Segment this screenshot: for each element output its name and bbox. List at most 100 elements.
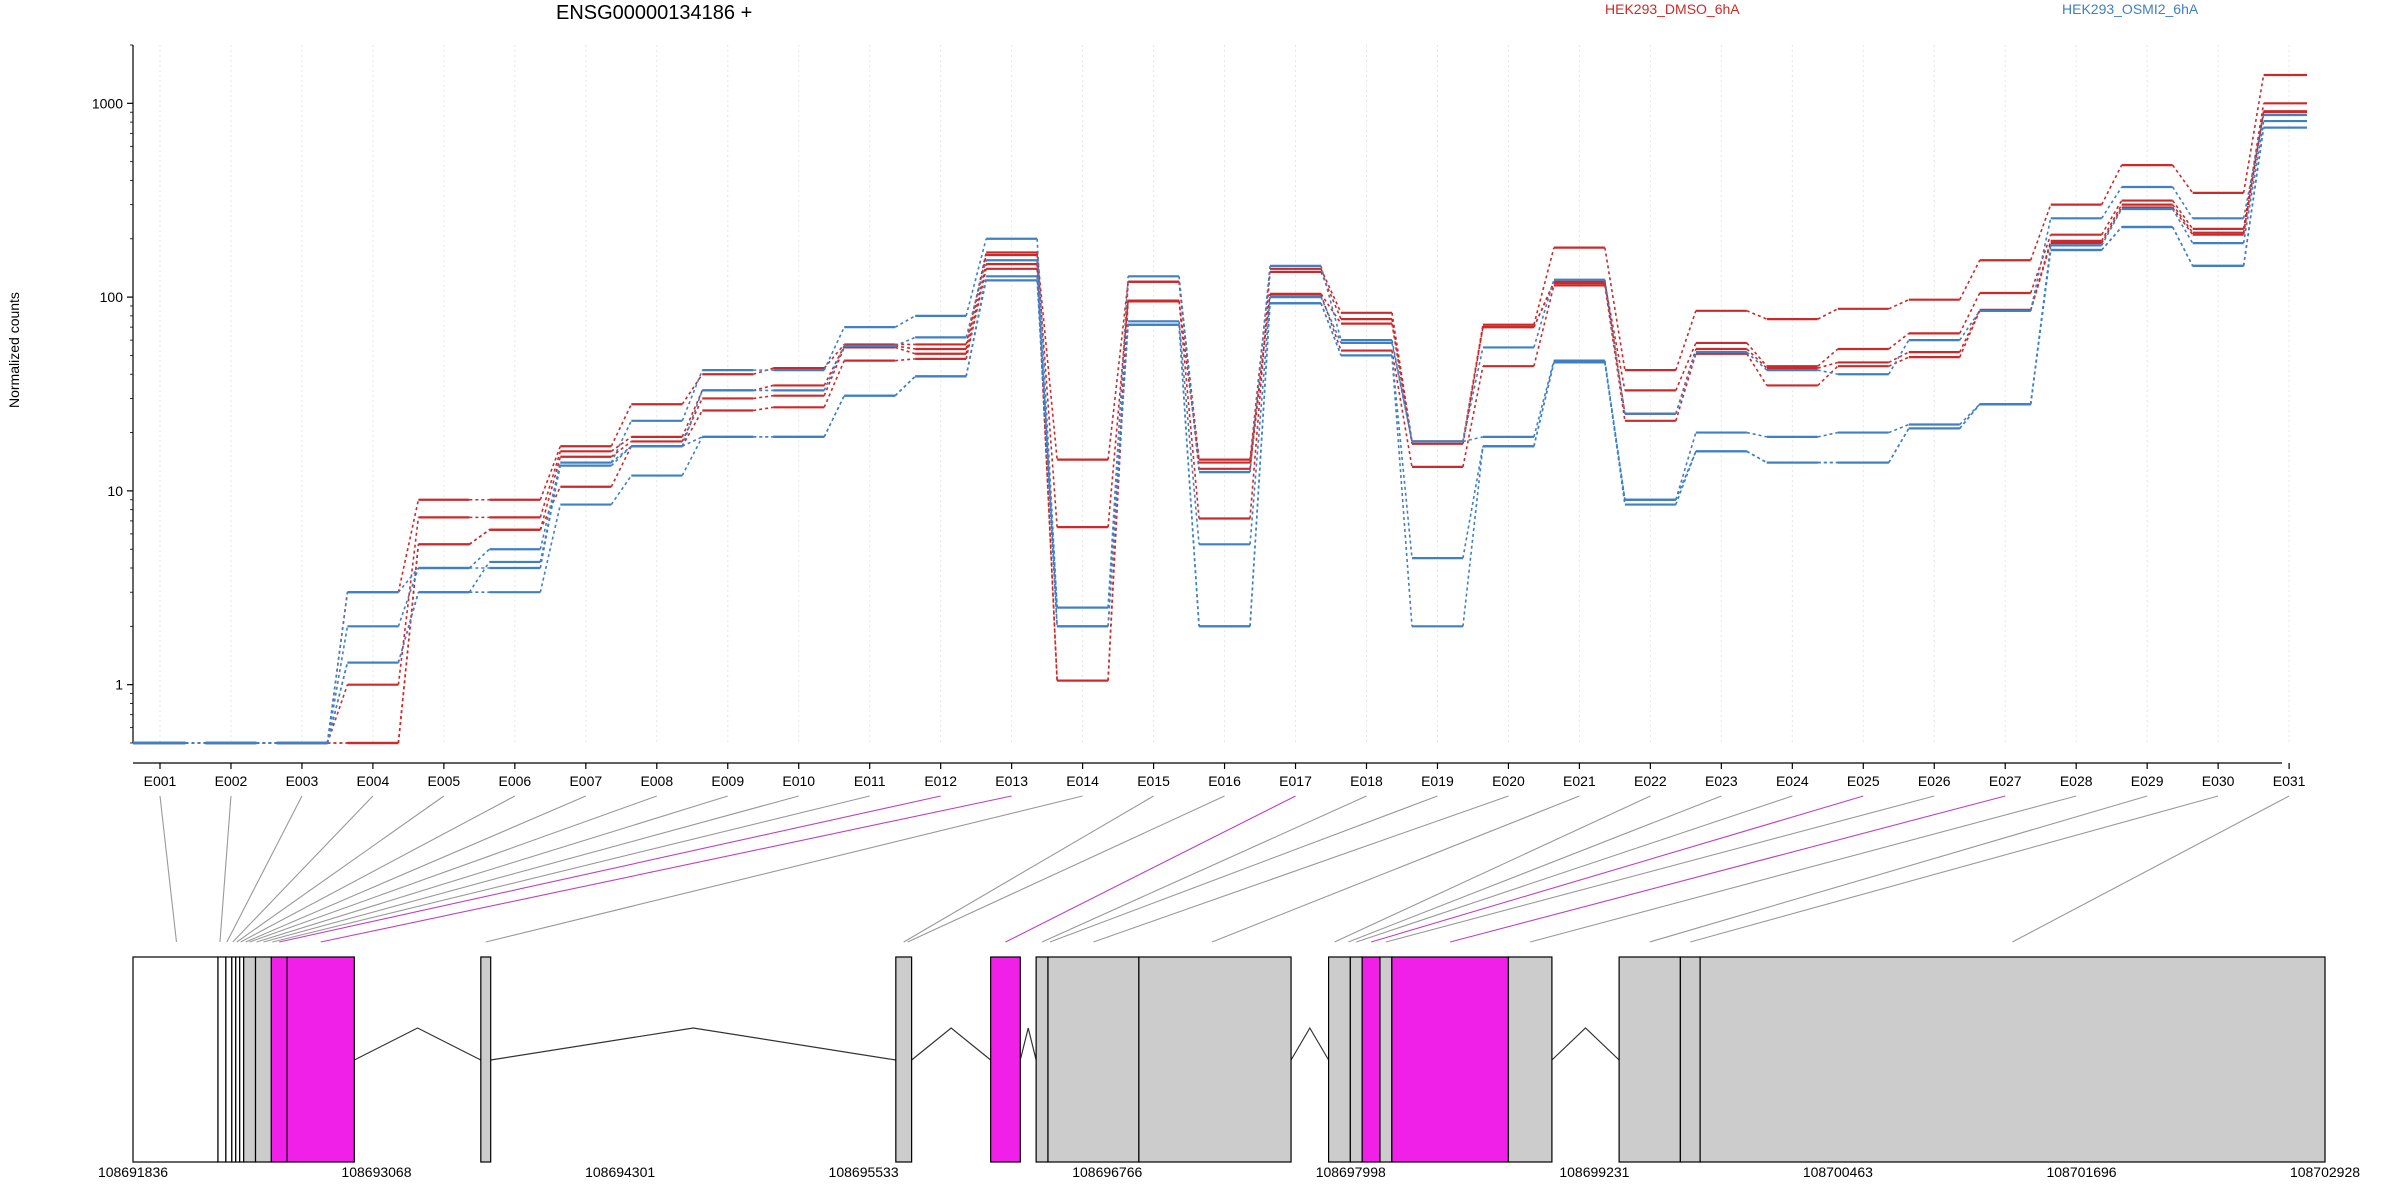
x-tick-label: E004 [357, 773, 390, 789]
connector-E023 [1348, 795, 1722, 943]
transition-segment [397, 544, 420, 744]
transition-segment [1249, 268, 1271, 460]
transition-segment [326, 592, 349, 744]
transition-segment [1533, 281, 1555, 328]
transition-segment [1959, 310, 1981, 358]
transition-segment [1036, 276, 1058, 608]
transition-segment [2171, 226, 2194, 267]
transition-segment [2171, 186, 2194, 219]
transition-segment [2242, 120, 2265, 244]
series-HEK293_DMSO_6hA-3 [133, 111, 2307, 745]
transition-segment [1604, 279, 1626, 414]
transition-segment [2101, 226, 2123, 251]
exon-box [1699, 956, 2326, 1163]
transition-segment [326, 684, 349, 744]
exon-box [1138, 956, 1292, 1163]
transition-segment [1320, 294, 1342, 351]
transition-segment [1817, 369, 1838, 376]
transition-segment [753, 394, 774, 400]
transition-segment [1888, 351, 1910, 364]
transition-segment [1888, 428, 1910, 463]
connector-E007 [245, 795, 587, 943]
series-HEK293_OSMI2_6hA-6 [133, 126, 2307, 745]
transition-segment [1391, 355, 1413, 559]
transition-segment [823, 345, 845, 391]
transition-segment [1249, 303, 1271, 627]
transition-segment [2242, 74, 2265, 194]
connector-E006 [240, 795, 516, 943]
transition-segment [1249, 265, 1271, 473]
transition-segment [2100, 208, 2123, 246]
exon-box [1328, 956, 1351, 1163]
exon-box [217, 956, 227, 1163]
transition-segment [1746, 351, 1768, 371]
transition-segment [894, 315, 916, 328]
transition-segment [2172, 207, 2194, 236]
transition-segment [1675, 351, 1697, 415]
coordinate-label: 108693068 [341, 1164, 411, 1180]
transition-segment [2029, 218, 2052, 311]
transition-segment [1036, 280, 1058, 627]
connector-E021 [1211, 795, 1580, 943]
transition-segment [2101, 186, 2123, 219]
transition-segment [965, 263, 987, 354]
y-tick-label: 100 [100, 289, 124, 305]
exon-box [286, 956, 355, 1163]
x-tick-label: E017 [1279, 773, 1312, 789]
transition-segment [823, 326, 845, 371]
transition-segment [895, 345, 916, 350]
x-tick-label: E008 [640, 773, 673, 789]
transition-segment [610, 445, 633, 488]
transition-segment [1533, 362, 1555, 447]
connector-E024 [1356, 795, 1793, 943]
transition-segment [1888, 423, 1910, 434]
transition-segment [1959, 292, 1981, 334]
transition-segment [823, 343, 845, 369]
transition-segment [2242, 103, 2265, 229]
transition-segment [681, 410, 703, 447]
connector-E015 [903, 795, 1154, 943]
transition-segment [965, 268, 987, 360]
x-tick-label: E002 [215, 773, 248, 789]
transition-segment [1462, 326, 1484, 444]
transition-segment [539, 462, 562, 550]
transition-segment [1746, 431, 1767, 438]
transition-segment [1533, 279, 1555, 348]
legend-entry-dmso: HEK293_DMSO_6hA [1605, 1, 1740, 17]
transition-segment [610, 445, 632, 464]
intron-line [1290, 1026, 1330, 1061]
series-HEK293_OSMI2_6hA-5 [133, 119, 2307, 745]
coordinate-label: 108699231 [1559, 1164, 1629, 1180]
exon-box [1361, 956, 1381, 1163]
transition-segment [1178, 324, 1200, 627]
x-tick-label: E027 [1989, 773, 2022, 789]
transition-segment [1817, 361, 1839, 369]
transition-segment [1746, 353, 1768, 386]
connector-E001 [159, 795, 178, 943]
transition-segment [2100, 200, 2123, 236]
transition-segment [894, 375, 916, 397]
transition-segment [681, 390, 704, 447]
exon-box [1618, 956, 1681, 1163]
connector-E002 [219, 795, 232, 943]
transition-segment [681, 436, 703, 447]
intron-line [354, 1027, 482, 1061]
x-tick-label: E021 [1563, 773, 1596, 789]
transition-segment [895, 358, 916, 362]
transition-segment [965, 280, 987, 377]
transition-segment [1249, 271, 1271, 519]
transition-segment [610, 440, 632, 458]
connector-E018 [1041, 795, 1367, 943]
x-tick-label: E024 [1776, 773, 1809, 789]
transition-segment [1462, 446, 1484, 627]
connector-E017 [1005, 795, 1296, 943]
connector-E026 [1385, 795, 1935, 943]
transition-segment [1462, 436, 1484, 443]
x-tick-label: E026 [1918, 773, 1951, 789]
transition-segment [1178, 276, 1200, 473]
transition-segment [1959, 309, 1981, 353]
intron-line [1019, 1027, 1037, 1061]
transition-segment [823, 360, 845, 408]
x-tick-label: E015 [1137, 773, 1170, 789]
transition-segment [1817, 348, 1839, 367]
